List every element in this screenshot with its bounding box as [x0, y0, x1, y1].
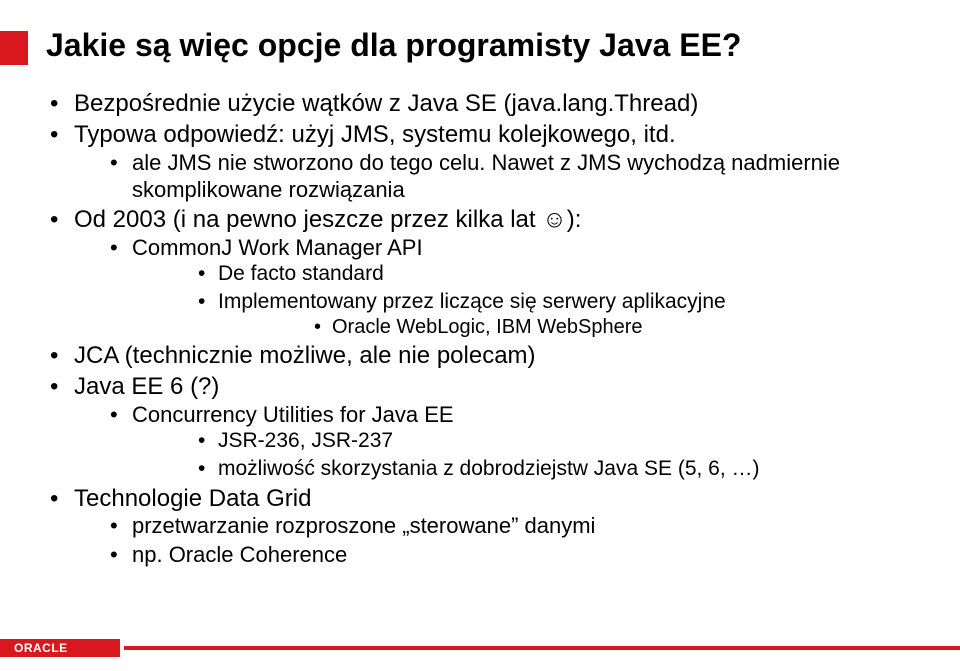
bullet-text: możliwość skorzystania z dobrodziejstw J…: [218, 457, 760, 480]
slide: Jakie są więc opcje dla programisty Java…: [0, 0, 960, 671]
list-item: Concurrency Utilities for Java EE JSR-23…: [74, 402, 916, 482]
list-item: Oracle WebLogic, IBM WebSphere: [218, 315, 916, 339]
footer-brand-text: ORACLE: [0, 641, 68, 655]
list-item: ale JMS nie stworzono do tego celu. Nawe…: [74, 150, 916, 204]
list-item: przetwarzanie rozproszone „sterowane” da…: [74, 513, 916, 540]
list-item: CommonJ Work Manager API De facto standa…: [74, 235, 916, 339]
footer-line: [124, 646, 960, 650]
bullet-text: Implementowany przez liczące się serwery…: [218, 290, 726, 313]
bullet-text: Od 2003 (i na pewno jeszcze przez kilka …: [74, 206, 581, 233]
bullet-text: np. Oracle Coherence: [132, 542, 347, 567]
list-item: Bezpośrednie użycie wątków z Java SE (ja…: [44, 89, 916, 118]
footer-brand-block: ORACLE: [0, 639, 120, 657]
list-item: możliwość skorzystania z dobrodziejstw J…: [132, 456, 916, 482]
bullet-text: JSR-236, JSR-237: [218, 429, 393, 452]
bullet-text: Concurrency Utilities for Java EE: [132, 402, 454, 427]
page-title: Jakie są więc opcje dla programisty Java…: [46, 28, 916, 63]
list-item: Typowa odpowiedź: użyj JMS, systemu kole…: [44, 120, 916, 203]
list-item: np. Oracle Coherence: [74, 542, 916, 569]
accent-block: [0, 31, 28, 65]
list-item: JCA (technicznie możliwe, ale nie poleca…: [44, 341, 916, 370]
list-item: Java EE 6 (?) Concurrency Utilities for …: [44, 372, 916, 481]
bullet-list: Bezpośrednie użycie wątków z Java SE (ja…: [44, 89, 916, 568]
list-item: Technologie Data Grid przetwarzanie rozp…: [44, 484, 916, 569]
bullet-text: Technologie Data Grid: [74, 485, 311, 512]
bullet-text: De facto standard: [218, 262, 384, 285]
list-item: Implementowany przez liczące się serwery…: [132, 289, 916, 339]
bullet-text: Bezpośrednie użycie wątków z Java SE (ja…: [74, 90, 698, 117]
bullet-text: Oracle WebLogic, IBM WebSphere: [332, 316, 643, 338]
list-item: JSR-236, JSR-237: [132, 428, 916, 454]
bullet-text: Java EE 6 (?): [74, 373, 219, 400]
bullet-text: CommonJ Work Manager API: [132, 235, 423, 260]
bullet-text: Typowa odpowiedź: użyj JMS, systemu kole…: [74, 121, 676, 148]
footer-bar: ORACLE: [0, 639, 960, 657]
list-item: Od 2003 (i na pewno jeszcze przez kilka …: [44, 205, 916, 339]
list-item: De facto standard: [132, 261, 916, 287]
bullet-text: JCA (technicznie możliwe, ale nie poleca…: [74, 342, 536, 369]
bullet-text: przetwarzanie rozproszone „sterowane” da…: [132, 513, 595, 538]
bullet-text: ale JMS nie stworzono do tego celu. Nawe…: [132, 150, 840, 202]
